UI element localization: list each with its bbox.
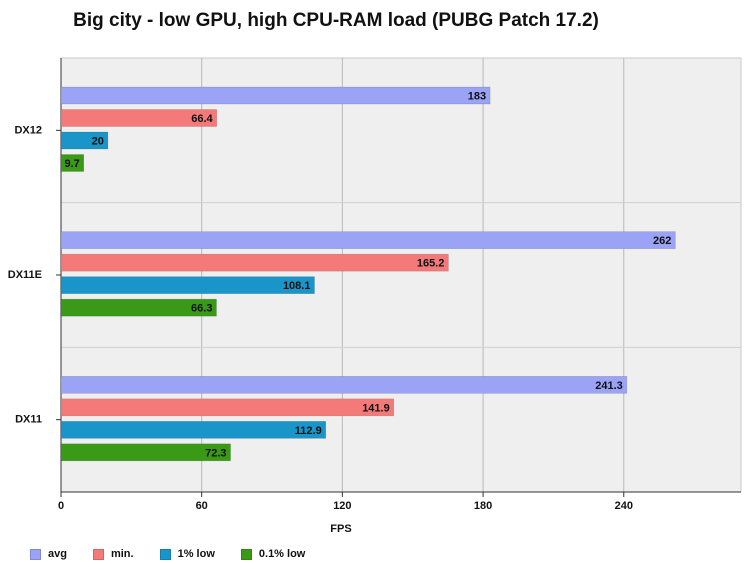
category-label: DX11 <box>15 414 42 426</box>
bar-value-label: 241.3 <box>595 380 623 392</box>
bar <box>60 253 449 272</box>
bar <box>60 421 327 439</box>
legend-label: 0.1% low <box>258 548 306 560</box>
bar-value-label: 72.3 <box>205 447 226 459</box>
legend-label: 1% low <box>177 548 215 560</box>
bar-value-label: 20 <box>92 136 104 148</box>
bar <box>60 376 628 394</box>
legend-swatch <box>30 548 41 560</box>
legend-label: min. <box>110 548 134 560</box>
category-label: DX11E <box>8 269 42 281</box>
x-tick-label: 180 <box>474 500 492 512</box>
bar-value-label: 183 <box>468 91 486 103</box>
bar <box>60 154 85 172</box>
legend-item: min. <box>92 548 134 560</box>
bar-value-label: 165.2 <box>417 258 445 270</box>
bar-value-label: 66.4 <box>191 113 213 125</box>
chart-title: Big city - low GPU, high CPU-RAM load (P… <box>73 10 599 31</box>
bar <box>60 398 395 417</box>
legend-swatch <box>240 548 252 560</box>
bar-value-label: 141.9 <box>362 402 390 414</box>
category-label: DX12 <box>14 124 42 136</box>
bar-value-label: 108.1 <box>283 280 311 292</box>
bar <box>60 298 217 317</box>
legend-swatch <box>92 548 104 560</box>
bar-value-label: 262 <box>653 235 671 247</box>
plot-area <box>60 57 742 493</box>
legend-item: 1% low <box>159 548 215 560</box>
x-tick-label: 0 <box>58 500 64 512</box>
bar-value-label: 66.3 <box>191 303 212 315</box>
x-axis-title: FPS <box>330 523 351 535</box>
x-tick-label: 240 <box>615 500 633 512</box>
legend-item: avg <box>30 548 67 560</box>
bar <box>60 131 109 150</box>
legend-item: 0.1% low <box>240 548 306 560</box>
bar <box>60 109 217 127</box>
legend: avg min. 1% low 0.1% low <box>30 546 331 562</box>
bar <box>60 276 315 294</box>
x-tick-label: 120 <box>333 500 351 512</box>
bar <box>60 443 231 462</box>
legend-label: avg <box>48 548 67 560</box>
x-tick-label: 60 <box>196 500 208 512</box>
bar-value-label: 112.9 <box>295 425 322 437</box>
legend-swatch <box>159 548 171 560</box>
bar <box>60 86 491 105</box>
bar-value-label: 9.7 <box>64 158 79 170</box>
bar <box>60 231 676 249</box>
